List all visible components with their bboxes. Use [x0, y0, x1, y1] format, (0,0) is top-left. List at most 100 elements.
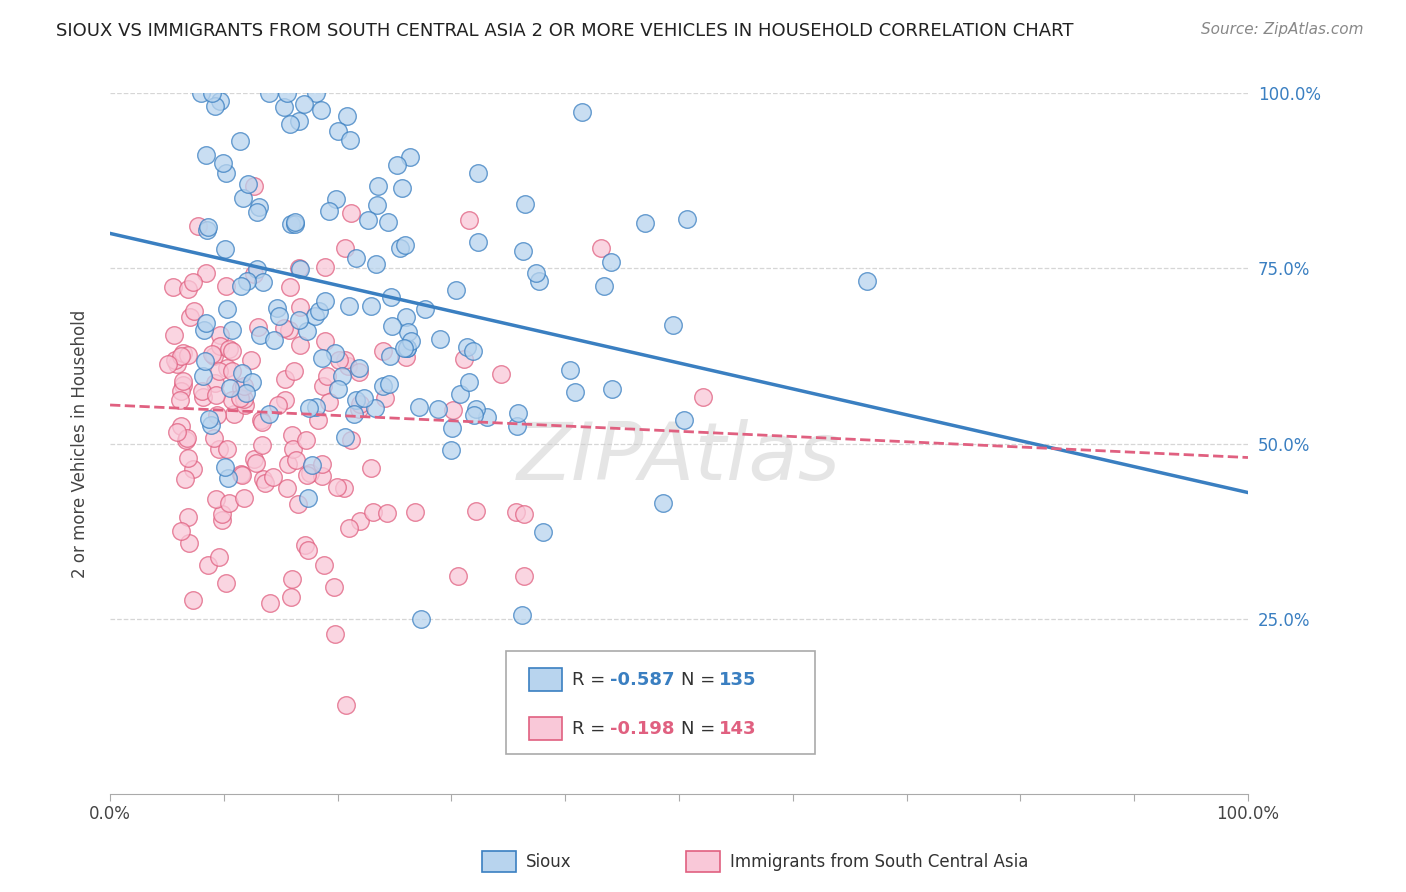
Point	[214, 460, 236, 475]
Point	[323, 346, 346, 360]
Point	[218, 381, 240, 395]
Point	[177, 282, 200, 296]
Point	[166, 357, 188, 371]
Point	[228, 134, 250, 148]
Point	[297, 324, 319, 338]
Point	[343, 408, 366, 422]
Point	[408, 400, 430, 414]
Point	[224, 407, 246, 421]
Point	[673, 413, 696, 427]
Point	[183, 303, 205, 318]
Point	[404, 505, 426, 519]
Point	[309, 103, 332, 118]
Point	[634, 217, 657, 231]
Point	[675, 211, 697, 226]
Point	[288, 338, 311, 352]
Point	[336, 359, 359, 374]
Point	[284, 218, 307, 232]
Point	[245, 456, 267, 470]
Point	[312, 378, 335, 392]
Point	[337, 521, 360, 535]
Point	[564, 385, 586, 400]
Point	[221, 392, 243, 407]
Point	[172, 378, 194, 392]
Point	[240, 375, 263, 389]
Point	[328, 124, 350, 138]
Point	[295, 434, 318, 448]
Point	[190, 87, 212, 101]
Point	[221, 364, 243, 378]
Point	[318, 203, 340, 218]
Point	[323, 627, 346, 641]
Point	[165, 353, 187, 368]
Point	[194, 316, 217, 330]
Point	[212, 156, 235, 170]
Point	[162, 280, 184, 294]
Point	[176, 509, 198, 524]
Point	[187, 219, 209, 233]
Point	[252, 415, 274, 429]
Point	[215, 302, 238, 317]
Point	[378, 377, 401, 392]
Point	[364, 401, 387, 416]
Text: R =: R =	[572, 671, 612, 689]
Point	[692, 390, 714, 404]
Point	[298, 467, 321, 481]
Point	[243, 451, 266, 466]
Point	[259, 595, 281, 609]
Point	[311, 457, 333, 471]
Point	[446, 283, 468, 297]
Point	[340, 433, 363, 447]
Text: -0.198: -0.198	[610, 720, 675, 738]
Point	[357, 213, 380, 227]
Point	[287, 260, 309, 275]
Point	[292, 97, 315, 112]
Text: N =: N =	[681, 671, 720, 689]
Point	[513, 507, 536, 521]
Point	[276, 87, 298, 101]
Point	[194, 148, 217, 162]
Point	[349, 397, 371, 411]
Point	[335, 241, 357, 255]
Point	[280, 590, 302, 604]
Point	[475, 410, 498, 425]
Point	[571, 105, 593, 120]
Point	[181, 462, 204, 476]
Point	[360, 299, 382, 313]
Point	[339, 133, 361, 147]
Point	[276, 481, 298, 495]
Point	[491, 367, 513, 381]
Point	[266, 301, 288, 315]
Text: ZIPAtlas: ZIPAtlas	[517, 418, 841, 497]
Point	[204, 388, 226, 402]
Point	[233, 392, 256, 406]
Point	[510, 608, 533, 623]
Point	[246, 262, 269, 277]
Point	[288, 114, 311, 128]
Point	[176, 348, 198, 362]
Point	[207, 549, 229, 564]
Point	[229, 467, 252, 481]
Point	[508, 406, 530, 420]
Point	[205, 492, 228, 507]
Point	[235, 385, 257, 400]
Point	[385, 157, 408, 171]
Point	[316, 369, 339, 384]
Point	[233, 379, 256, 393]
Point	[278, 117, 301, 131]
Point	[305, 400, 328, 414]
Point	[172, 346, 194, 360]
Point	[284, 215, 307, 229]
Point	[174, 433, 197, 447]
Point	[333, 430, 356, 444]
Point	[328, 352, 350, 367]
Point	[163, 327, 186, 342]
Point	[215, 279, 238, 293]
Point	[411, 612, 433, 626]
Point	[204, 376, 226, 391]
Point	[360, 461, 382, 475]
Point	[277, 457, 299, 471]
Point	[600, 382, 623, 396]
Y-axis label: 2 or more Vehicles in Household: 2 or more Vehicles in Household	[72, 310, 89, 578]
Point	[257, 87, 280, 101]
